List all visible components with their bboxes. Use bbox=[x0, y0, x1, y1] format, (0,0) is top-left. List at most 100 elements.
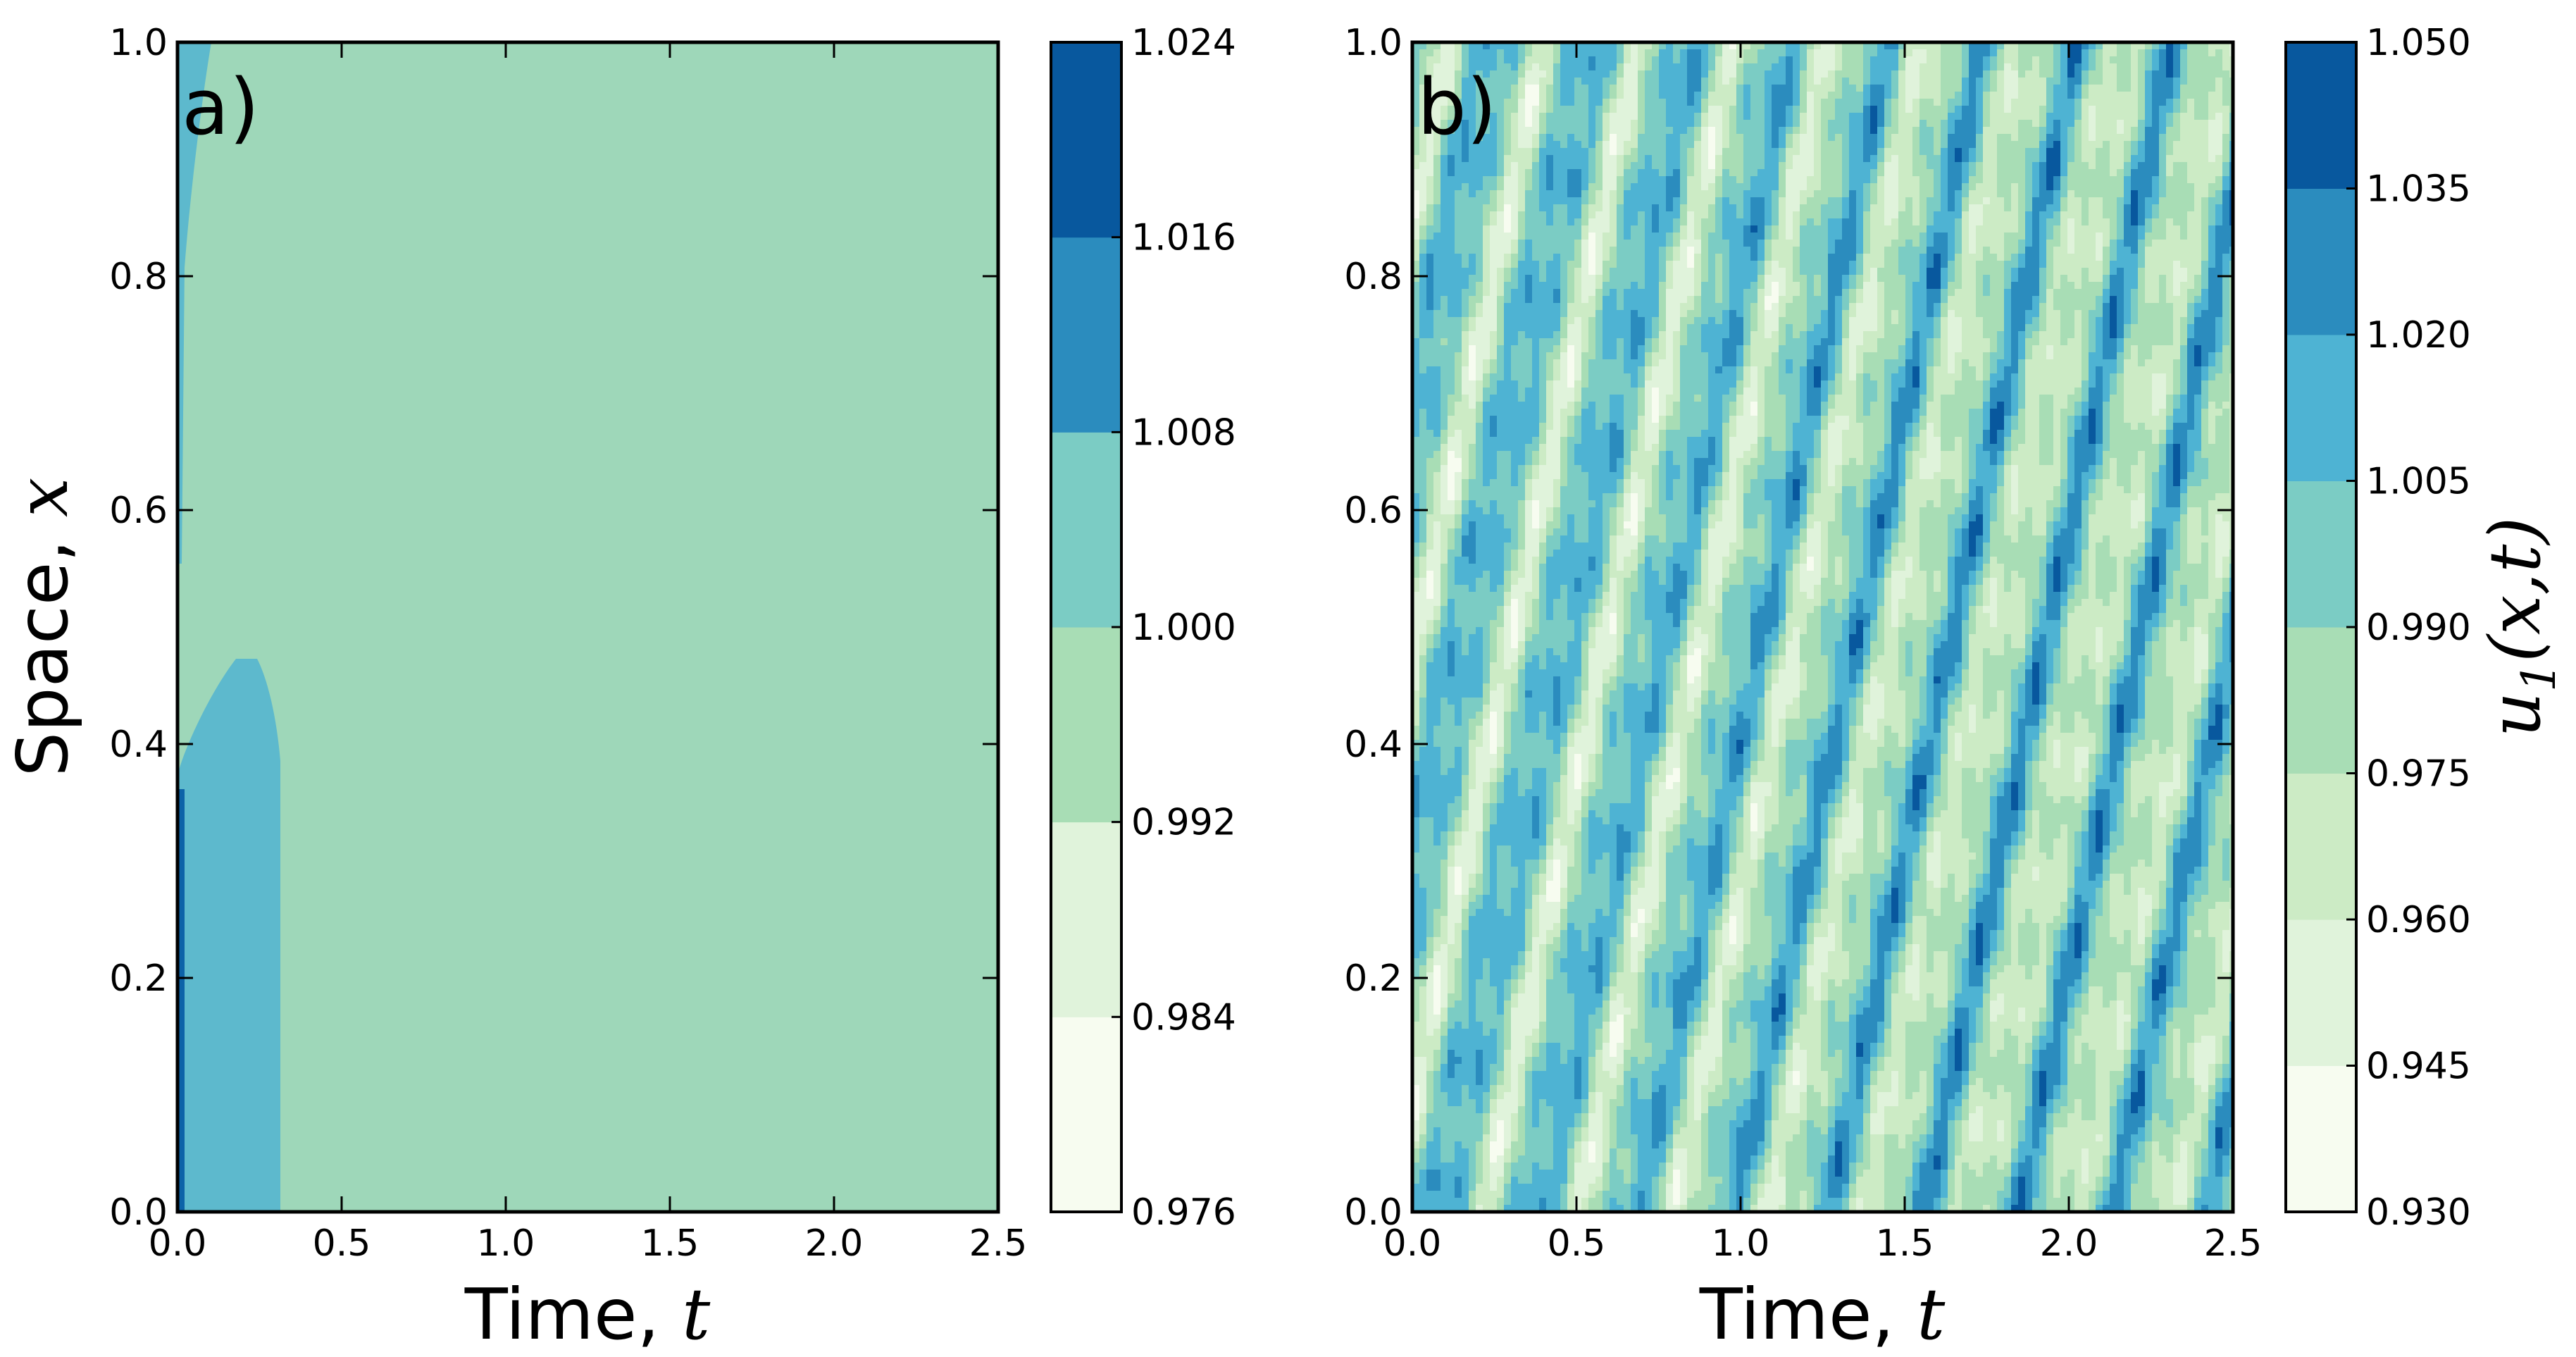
panel-b-field-cell bbox=[2074, 56, 2082, 64]
panel-b-field-cell bbox=[1990, 296, 1998, 304]
panel-b-field-cell bbox=[2060, 261, 2068, 268]
panel-b-field-cell bbox=[1743, 282, 1751, 290]
panel-b-field-cell bbox=[1469, 303, 1476, 311]
panel-b-field-cell bbox=[2089, 289, 2096, 297]
panel-b-field-cell bbox=[1934, 275, 1941, 283]
panel-b-field-cell bbox=[1814, 296, 1822, 304]
panel-b-field-cell bbox=[2018, 169, 2026, 177]
panel-b-field-cell bbox=[1624, 289, 1631, 297]
panel-a-top-wisp-region bbox=[178, 42, 211, 564]
panel-b-field-cell bbox=[1638, 155, 1645, 163]
panel-b-field-cell bbox=[1884, 134, 1892, 142]
panel-b-field-cell bbox=[2208, 49, 2216, 57]
panel-b-field-cell bbox=[2173, 211, 2181, 219]
panel-b-field-cell bbox=[2159, 282, 2167, 290]
panel-b-field-cell bbox=[1603, 204, 1610, 212]
panel-b-field-cell bbox=[1631, 303, 1638, 311]
panel-b-field-cell bbox=[1856, 99, 1864, 106]
panel-b-field-cell bbox=[1863, 134, 1871, 142]
panel-b-field-cell bbox=[2124, 56, 2132, 64]
panel-b-field-cell bbox=[2173, 85, 2181, 92]
panel-b-field-cell bbox=[2117, 127, 2124, 135]
panel-b-field-cell bbox=[2131, 204, 2139, 212]
panel-b-field-cell bbox=[2215, 190, 2223, 198]
panel-b-field-cell bbox=[1708, 275, 1716, 283]
panel-b-field-cell bbox=[1441, 275, 1448, 283]
panel-b-field-cell bbox=[2110, 183, 2117, 191]
panel-b-field-cell bbox=[2117, 254, 2124, 261]
panel-b-field-cell bbox=[1821, 176, 1829, 184]
panel-b-field-cell bbox=[1772, 275, 1779, 283]
panel-b-field-cell bbox=[1722, 303, 1730, 311]
panel-b-field-cell bbox=[1997, 127, 2005, 135]
panel-b-field-cell bbox=[1419, 303, 1427, 311]
panel-b-field-cell bbox=[2215, 225, 2223, 233]
panel-b-field-cell bbox=[2082, 317, 2089, 325]
panel-b-field-cell bbox=[1842, 190, 1850, 198]
panel-b-field-cell bbox=[2152, 324, 2160, 332]
panel-a-x-tick-label: 2.5 bbox=[969, 1222, 1028, 1265]
panel-b-field-cell bbox=[1884, 49, 1892, 57]
panel-b-field-cell bbox=[1983, 113, 1991, 120]
panel-b-field-cell bbox=[1708, 63, 1716, 71]
panel-b-field-cell bbox=[1835, 204, 1843, 212]
panel-b-field-cell bbox=[1708, 310, 1716, 318]
panel-b-field-cell bbox=[1490, 127, 1498, 135]
panel-b-field-cell bbox=[1652, 78, 1660, 85]
panel-b-field-cell bbox=[1638, 296, 1645, 304]
panel-b-field-cell bbox=[2018, 99, 2026, 106]
panel-b-field-cell bbox=[1891, 296, 1899, 304]
panel-b-field-cell bbox=[1941, 78, 1948, 85]
panel-b-field-cell bbox=[2060, 42, 2068, 50]
panel-b-field-cell bbox=[1448, 190, 1455, 198]
panel-b-field-cell bbox=[1532, 85, 1540, 92]
panel-b-field-cell bbox=[1539, 56, 1547, 64]
panel-b-field-cell bbox=[2222, 310, 2230, 318]
panel-b-field-cell bbox=[1786, 324, 1793, 332]
panel-b-field-cell bbox=[2039, 268, 2047, 275]
panel-b-field-cell bbox=[2201, 120, 2209, 128]
panel-b-field-cell bbox=[2145, 296, 2153, 304]
panel-b-field-cell bbox=[2082, 261, 2089, 268]
panel-b-field-cell bbox=[2089, 240, 2096, 247]
panel-b-field-cell bbox=[2096, 303, 2103, 311]
panel-b-field-cell bbox=[1448, 331, 1455, 339]
panel-b-field-cell bbox=[1891, 78, 1899, 85]
panel-b-field-cell bbox=[1814, 148, 1822, 156]
panel-b-field-cell bbox=[1701, 42, 1709, 50]
panel-b-field-cell bbox=[1863, 141, 1871, 149]
panel-b-field-cell bbox=[2173, 317, 2181, 325]
panel-b-field-cell bbox=[1441, 296, 1448, 304]
panel-b-field-cell bbox=[2039, 162, 2047, 170]
panel-b-field-cell bbox=[1455, 275, 1462, 283]
panel-b-field-cell bbox=[2117, 134, 2124, 142]
panel-b-field-cell bbox=[1504, 56, 1512, 64]
panel-b-field-cell bbox=[2018, 289, 2026, 297]
panel-b-field-cell bbox=[1779, 70, 1786, 78]
panel-b-field-cell bbox=[2131, 225, 2139, 233]
panel-b-field-cell bbox=[1976, 303, 1984, 311]
panel-b-field-cell bbox=[1835, 63, 1843, 71]
panel-b-field-cell bbox=[1433, 247, 1441, 254]
panel-b-field-cell bbox=[2166, 85, 2174, 92]
panel-b-field-cell bbox=[1426, 134, 1434, 142]
panel-b-field-cell bbox=[1729, 324, 1737, 332]
panel-b-field-cell bbox=[1455, 225, 1462, 233]
panel-b-field-cell bbox=[1849, 275, 1857, 283]
panel-b-field-cell bbox=[1955, 225, 1962, 233]
panel-b-field-cell bbox=[1715, 190, 1723, 198]
panel-b-field-cell bbox=[2074, 247, 2082, 254]
panel-b-field-cell bbox=[2145, 225, 2153, 233]
panel-b-field-cell bbox=[1891, 261, 1899, 268]
panel-b-field-cell bbox=[1793, 127, 1800, 135]
panel-b-field-cell bbox=[1645, 211, 1653, 219]
panel-a-y-tick-label: 0.6 bbox=[109, 490, 168, 532]
panel-b-field-cell bbox=[1821, 204, 1829, 212]
panel-b-field-cell bbox=[1927, 197, 1934, 205]
panel-b-field-cell bbox=[1800, 176, 1807, 184]
panel-b-field-cell bbox=[1624, 254, 1631, 261]
panel-b-field-cell bbox=[1934, 204, 1941, 212]
panel-b-field-cell bbox=[2074, 282, 2082, 290]
panel-b-field-cell bbox=[1595, 99, 1603, 106]
panel-b-field-cell bbox=[1884, 282, 1892, 290]
